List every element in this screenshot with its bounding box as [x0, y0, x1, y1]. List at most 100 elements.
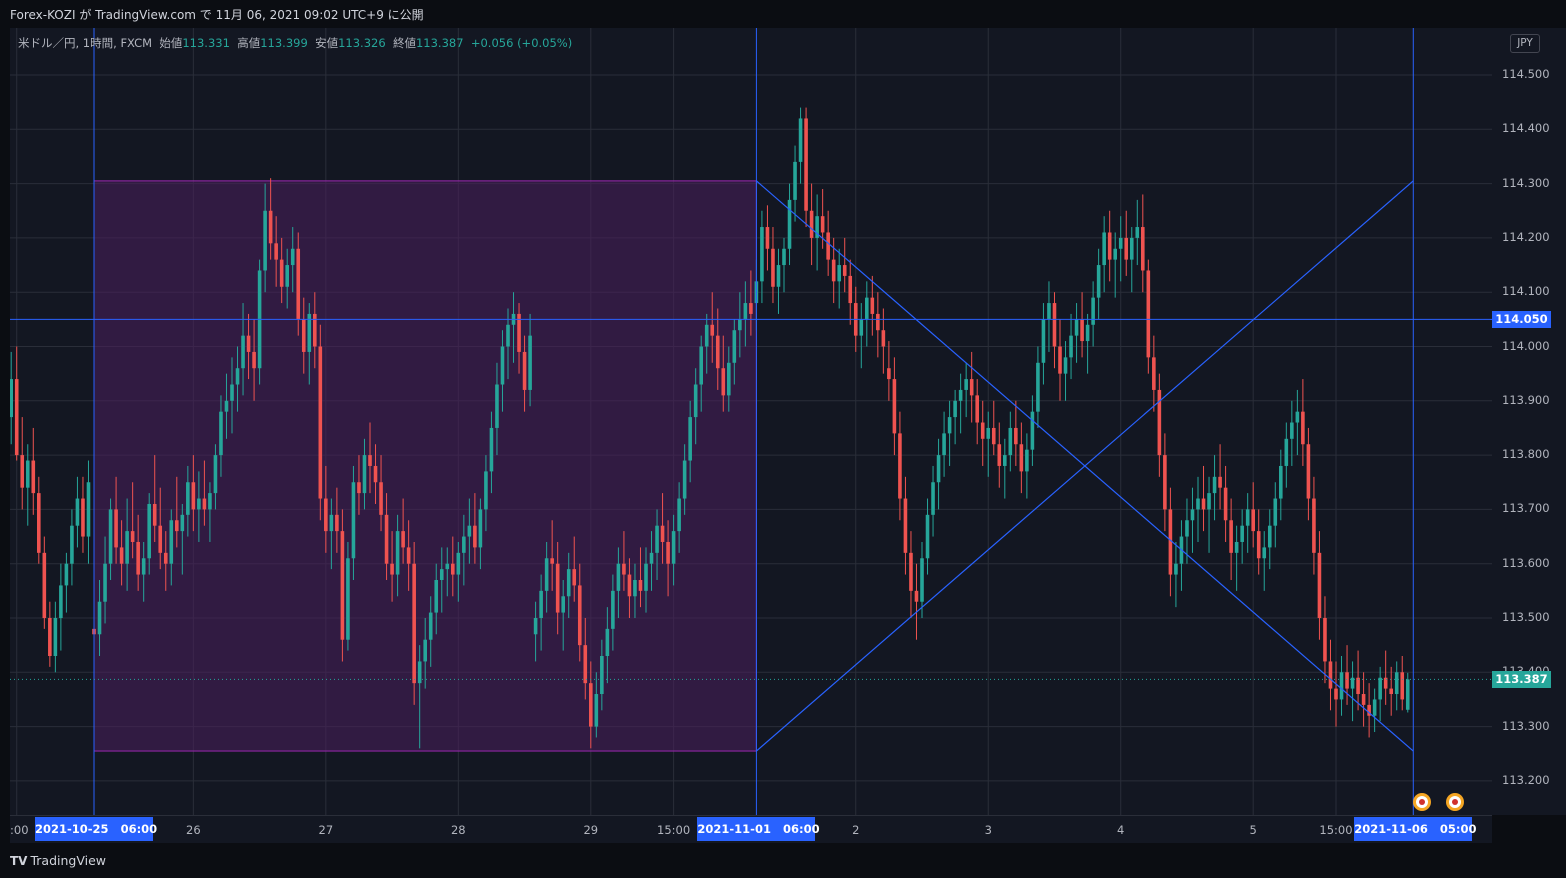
candle-body [1107, 232, 1112, 260]
candle-body [346, 558, 350, 640]
candle-body [506, 324, 510, 347]
candle-body [561, 596, 565, 613]
candle-body [671, 531, 676, 564]
candle-body [37, 493, 41, 553]
candle-body [842, 265, 847, 276]
candle-body [1074, 319, 1079, 336]
candle-body [815, 216, 819, 238]
candle-body [749, 303, 753, 314]
candle-body [721, 368, 726, 396]
time-axis[interactable]: :00 26 27 28 29 15:00 2 3 4 5 15:00 2021-10-25 06:0… [10, 815, 1492, 843]
candle-body [969, 379, 974, 396]
candle-body [1383, 677, 1388, 689]
candle-body [738, 319, 742, 331]
candle-body [1146, 270, 1151, 358]
candle-body [1367, 704, 1371, 716]
candle-body [125, 531, 129, 564]
candle-body [428, 612, 433, 640]
legend-close-label: 終値 [392, 36, 416, 50]
chart-pane[interactable] [10, 28, 1492, 815]
candle-body [975, 395, 979, 423]
price-tick-label: 113.900 [1502, 392, 1550, 407]
candle-body [213, 455, 218, 494]
candle-body [14, 379, 19, 456]
candle-body [953, 400, 957, 418]
candle-body [373, 465, 378, 483]
candle-body [1019, 444, 1024, 472]
candle-body [191, 482, 196, 510]
drawing-time-label: 2021-11-06 05:00 [1354, 817, 1476, 841]
candle-body [1350, 677, 1355, 689]
candle-body [820, 216, 825, 233]
candle-body [1157, 389, 1162, 456]
candle-body [914, 590, 919, 602]
price-tick-label: 113.300 [1502, 718, 1550, 733]
candle-body [1234, 541, 1239, 553]
drawing-time-label: 2021-10-25 06:00 [35, 817, 157, 841]
candle-body [887, 368, 891, 380]
candle-body [1212, 476, 1217, 494]
candle-body [583, 645, 588, 684]
candle-body [1052, 303, 1057, 347]
publish-bar: Forex-KOZI が TradingView.com で 11月 06, 2… [0, 0, 1566, 28]
candle-body [136, 541, 140, 575]
candle-body [1273, 498, 1278, 526]
tradingview-logo[interactable]: TV TradingView [10, 853, 106, 868]
candle-body [1085, 324, 1090, 342]
time-tick-label: 15:00 [1319, 823, 1353, 837]
candle-body [1152, 357, 1156, 390]
candle-body [1290, 422, 1294, 439]
candle-body [25, 460, 30, 488]
candle-body [920, 558, 924, 602]
candle-body [197, 498, 201, 510]
candle-body [81, 498, 85, 537]
price-axis[interactable]: 114.500 114.400 114.300 114.200 114.100 114.0… [1492, 28, 1566, 815]
candle-body [1124, 237, 1129, 260]
candle-body [798, 118, 803, 162]
candle-body [379, 482, 383, 515]
tradingview-logo-icon: TV [10, 854, 28, 868]
candle-body [765, 227, 770, 249]
economic-event-flag-icon[interactable] [1446, 793, 1464, 811]
candle-body [1284, 438, 1289, 466]
candle-body [456, 552, 461, 575]
economic-event-flag-icon[interactable] [1413, 793, 1431, 811]
candle-body [517, 313, 521, 352]
candle-body [390, 563, 394, 575]
candle-body [787, 199, 792, 249]
candle-body [1267, 525, 1272, 548]
candle-body [1069, 335, 1073, 358]
candle-body [163, 552, 168, 564]
candle-body [710, 324, 715, 336]
price-tick-label: 113.200 [1502, 772, 1550, 787]
currency-button[interactable]: JPY [1510, 34, 1540, 53]
candle-body [357, 482, 361, 494]
candle-body [186, 482, 190, 515]
candle-body [572, 569, 577, 586]
legend-symbol[interactable]: 米ドル／円, 1時間, FXCM [18, 36, 153, 50]
candle-body [48, 618, 52, 657]
candle-body [59, 585, 63, 618]
candle-body [1014, 427, 1018, 445]
candle-body [539, 590, 543, 618]
candle-body [1129, 237, 1134, 260]
candle-body [103, 563, 107, 602]
candle-body [1041, 319, 1046, 363]
candle-body [837, 265, 841, 282]
candle-body [760, 227, 764, 282]
candle-body [500, 346, 505, 385]
candle-body [1400, 672, 1405, 700]
candle-body [180, 514, 185, 532]
candle-body [892, 379, 897, 434]
candle-body [141, 558, 146, 575]
chart-canvas[interactable] [10, 28, 1492, 815]
trend-line [756, 180, 1414, 752]
candle-body [307, 313, 312, 352]
candle-body [439, 569, 444, 580]
candle-body [947, 417, 952, 434]
legend-change: +0.056 (+0.05%) [470, 36, 573, 50]
candle-body [848, 275, 853, 304]
candle-body [467, 525, 472, 537]
candle-body [318, 346, 323, 499]
legend-low-label: 安値 [315, 36, 339, 50]
